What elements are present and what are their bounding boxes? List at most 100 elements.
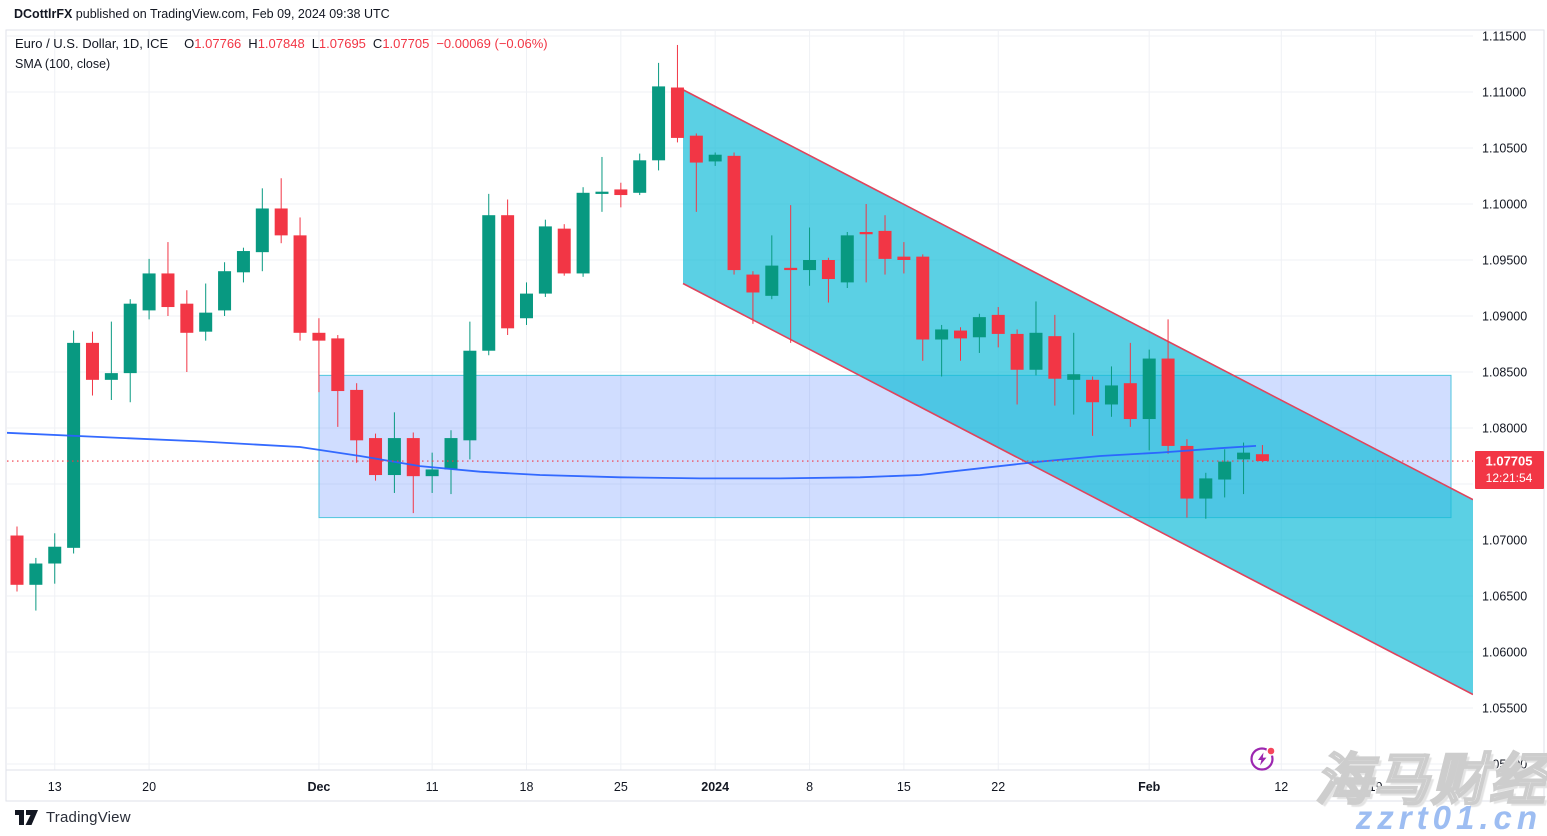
candle-2023-12-15[interactable] — [501, 199, 515, 336]
candle-2024-02-01[interactable] — [1142, 349, 1156, 451]
time-tick-label: 19 — [1369, 780, 1383, 794]
channel-upper-line[interactable] — [682, 89, 1473, 501]
candle-2023-12-27[interactable] — [652, 62, 666, 171]
candle-2023-11-14[interactable] — [67, 330, 81, 554]
candle-2023-12-20[interactable] — [557, 224, 571, 276]
candle-2024-02-07[interactable] — [1218, 449, 1232, 498]
candle-2023-11-30[interactable] — [293, 217, 307, 341]
candle-2023-12-04[interactable] — [331, 335, 345, 427]
candle-2023-12-07[interactable] — [387, 412, 401, 493]
candle-2024-01-15[interactable] — [897, 242, 911, 274]
candle-2024-01-02[interactable] — [727, 152, 741, 275]
price-tag-price: 1.07705 — [1486, 454, 1533, 469]
price-tick-label: 1.05500 — [1482, 702, 1527, 716]
candle-2023-11-15[interactable] — [85, 331, 99, 396]
candle-2023-11-22[interactable] — [180, 290, 194, 372]
candle-2023-12-26[interactable] — [633, 153, 647, 196]
candle-2024-01-04[interactable] — [765, 235, 779, 300]
candle-2023-11-29[interactable] — [274, 178, 288, 244]
candle-2024-01-12[interactable] — [878, 215, 892, 275]
candle-2023-11-21[interactable] — [161, 242, 175, 316]
candle-2023-12-18[interactable] — [519, 282, 533, 325]
candle-2024-01-30[interactable] — [1104, 366, 1118, 417]
candle-2024-01-17[interactable] — [935, 324, 949, 377]
lightning-badge-icon — [1250, 746, 1276, 771]
candle-body — [123, 303, 137, 374]
candle-2023-11-27[interactable] — [236, 247, 250, 283]
candle-2024-01-24[interactable] — [1029, 301, 1043, 376]
candle-2023-12-01[interactable] — [312, 318, 326, 393]
time-scale[interactable]: 13 20 Dec 11 18 25 2024 8 15 22 Feb 12 19 — [48, 780, 1383, 794]
candle-2023-12-25[interactable] — [614, 182, 628, 208]
price-tick-label: 1.08000 — [1482, 422, 1527, 436]
candlestick-series — [10, 44, 1269, 611]
candle-2023-11-24[interactable] — [218, 262, 232, 316]
candle-2024-01-25[interactable] — [1048, 314, 1062, 406]
candle-2024-01-26[interactable] — [1067, 332, 1081, 415]
candle-2024-01-23[interactable] — [1010, 329, 1024, 405]
price-tick-label: 1.11500 — [1482, 30, 1526, 44]
candle-2023-12-29[interactable] — [689, 133, 703, 212]
sma-100-line[interactable] — [0, 431, 1257, 480]
candle-2023-12-14[interactable] — [482, 193, 496, 356]
candle-2023-12-19[interactable] — [538, 219, 552, 297]
candle-2024-01-22[interactable] — [991, 307, 1005, 348]
candle-2024-01-19[interactable] — [972, 313, 986, 353]
candle-2024-01-03[interactable] — [746, 271, 760, 324]
candle-2023-12-13[interactable] — [463, 321, 477, 460]
candle-body — [10, 535, 24, 585]
candle-2023-12-06[interactable] — [369, 433, 383, 481]
price-tick-label: 1.09000 — [1482, 310, 1527, 324]
candle-2024-01-05[interactable] — [784, 205, 798, 343]
indicator-legend[interactable]: SMA (100, close) — [15, 57, 111, 71]
time-tick-label: 11 — [426, 780, 439, 794]
candle-body — [1255, 454, 1269, 462]
candle-2024-01-11[interactable] — [859, 204, 873, 283]
candle-2023-11-17[interactable] — [123, 299, 137, 403]
candle-body — [689, 135, 703, 163]
candle-2024-01-08[interactable] — [803, 227, 817, 286]
candle-2024-01-01[interactable] — [708, 152, 722, 166]
candle-2024-02-06[interactable] — [1199, 472, 1213, 519]
price-scale[interactable]: 1.11500 1.11000 1.10500 1.10000 1.09500 1.090… — [1482, 30, 1527, 772]
candle-2023-12-08[interactable] — [406, 432, 420, 514]
symbol-title[interactable]: Euro / U.S. Dollar, 1D, ICE — [15, 36, 169, 51]
time-tick-label: 25 — [614, 780, 628, 794]
candle-2023-11-20[interactable] — [142, 258, 156, 320]
candle-2023-11-09[interactable] — [10, 526, 24, 592]
time-tick-label: 12 — [1274, 780, 1288, 794]
candle-2024-02-09[interactable] — [1255, 445, 1269, 463]
candle-2024-01-16[interactable] — [916, 254, 930, 361]
candle-body — [425, 469, 439, 477]
candle-2023-12-22[interactable] — [595, 156, 609, 212]
candle-body — [1218, 461, 1232, 480]
candle-2023-11-10[interactable] — [29, 557, 43, 611]
candle-2023-12-05[interactable] — [350, 383, 364, 463]
candle-2023-12-28[interactable] — [670, 44, 684, 143]
tradingview-logo-icon[interactable] — [14, 806, 39, 828]
candle-2024-02-08[interactable] — [1237, 442, 1251, 495]
tradingview-brand-label[interactable]: TradingView — [46, 808, 131, 826]
plot-area[interactable] — [0, 31, 1473, 770]
publish-meta: published on TradingView.com, Feb 09, 20… — [72, 7, 390, 21]
candle-2023-11-13[interactable] — [48, 533, 62, 584]
candle-2024-02-02[interactable] — [1161, 319, 1175, 454]
candle-2024-01-29[interactable] — [1086, 376, 1100, 436]
candle-2024-01-18[interactable] — [954, 327, 967, 361]
candle-2023-11-16[interactable] — [104, 321, 118, 400]
price-tick-label: 1.06500 — [1482, 590, 1527, 604]
candle-2023-12-11[interactable] — [425, 452, 439, 493]
candle-body — [331, 338, 345, 392]
candle-body — [840, 235, 854, 283]
candle-2023-12-21[interactable] — [576, 187, 590, 277]
candle-2023-11-28[interactable] — [255, 188, 269, 272]
candle-body — [1048, 336, 1062, 379]
candle-body — [803, 260, 817, 271]
candle-2024-01-31[interactable] — [1123, 342, 1137, 427]
candle-2024-02-05[interactable] — [1180, 439, 1194, 518]
candle-2024-01-09[interactable] — [821, 257, 835, 303]
candle-2024-01-10[interactable] — [840, 232, 854, 288]
candle-2023-11-23[interactable] — [199, 283, 213, 341]
channel-lower-line[interactable] — [682, 282, 1473, 696]
